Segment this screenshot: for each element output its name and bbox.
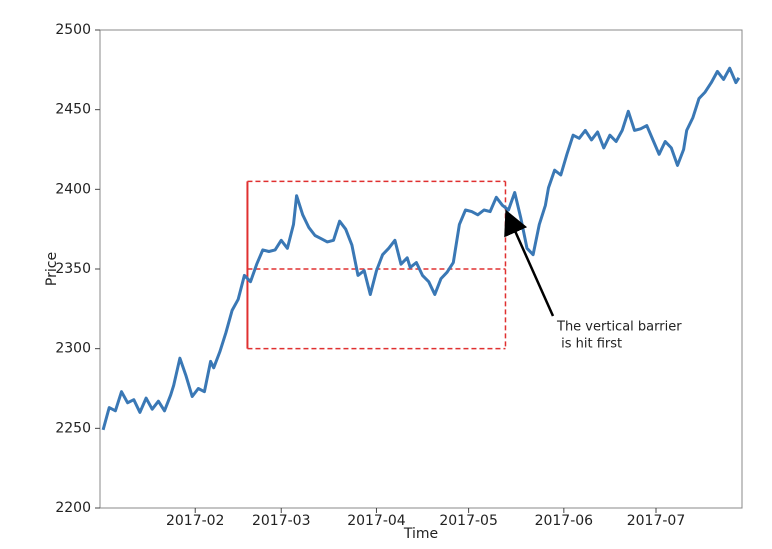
x-axis-label: Time [403, 526, 438, 542]
y-tick-label: 2350 [55, 261, 91, 277]
annotation-arrow [504, 209, 555, 317]
y-axis-label: Price [44, 252, 60, 286]
annotation-text: The vertical barrier [556, 320, 682, 335]
y-tick-label: 2400 [55, 181, 91, 197]
annotation-text: is hit first [557, 337, 622, 352]
y-tick-label: 2500 [55, 22, 91, 38]
x-tick-label: 2017-05 [439, 513, 498, 529]
x-tick-label: 2017-02 [166, 513, 225, 529]
price-line [101, 66, 741, 431]
x-tick-label: 2017-04 [347, 513, 406, 529]
x-tick-label: 2017-03 [252, 513, 311, 529]
y-tick-label: 2450 [55, 102, 91, 118]
y-tick-label: 2250 [55, 420, 91, 436]
y-tick-label: 2300 [55, 341, 91, 357]
x-tick-label: 2017-07 [627, 513, 686, 529]
x-tick-label: 2017-06 [535, 513, 594, 529]
y-tick-label: 2200 [55, 500, 91, 516]
